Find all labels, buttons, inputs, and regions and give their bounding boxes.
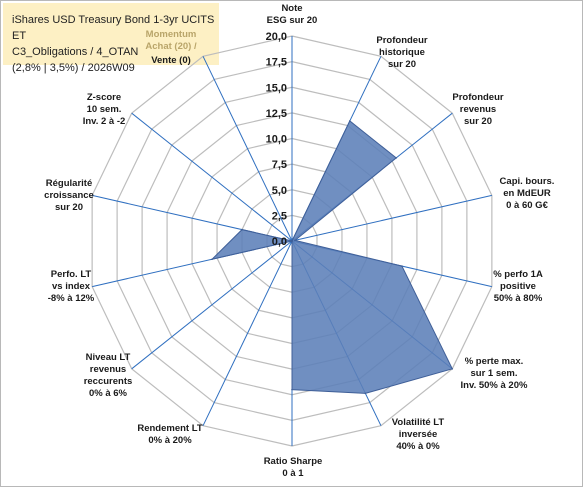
radial-tick-label: 20,0	[266, 31, 287, 43]
chart-title-box: iShares USD Treasury Bond 1-3yr UCITS ET…	[3, 3, 219, 74]
axis-spoke	[202, 56, 293, 242]
radial-tick-label: 10,0	[266, 134, 287, 146]
axis-label: Profondeur revenus sur 20	[452, 92, 503, 127]
radial-tick-label: 2,5	[272, 210, 287, 222]
axis-label: % perte max. sur 1 sem. Inv. 50% à 20%	[461, 356, 528, 391]
axis-label: Ratio Sharpe 0 à 1	[264, 456, 323, 479]
data-point	[291, 388, 293, 391]
axis-label: Capi. bours. en MdEUR 0 à 60 G€	[500, 176, 555, 211]
data-point	[211, 258, 213, 261]
radial-tick-label: 12,5	[266, 108, 287, 120]
radial-tick-label: 7,5	[272, 159, 287, 171]
axis-label: Perfo. LT vs index -8% à 12%	[48, 269, 95, 304]
data-series-area	[210, 120, 453, 394]
axis-label: Volatilité LT inversée 40% à 0%	[392, 417, 445, 452]
axis-label: % perfo 1A positive 50% à 80%	[493, 269, 543, 304]
axis-label: Rendement LT 0% à 20%	[137, 423, 202, 446]
axis-label: Vente (0)	[151, 55, 191, 66]
axis-label: Z-score 10 sem. Inv. 2 à -2	[83, 92, 126, 127]
data-point	[451, 368, 454, 370]
data-point	[291, 240, 293, 242]
radial-tick-label: 5,0	[272, 185, 287, 197]
axis-label: Momentum Achat (20) /	[145, 29, 197, 52]
axis-spoke	[131, 240, 293, 370]
data-point	[349, 120, 351, 122]
axis-label: Niveau LT revenus reccurents 0% à 6%	[84, 352, 133, 399]
axis-spoke	[202, 240, 293, 426]
axis-label: Note ESG sur 20	[267, 3, 318, 26]
axis-label: Régularité croissance sur 20	[44, 178, 94, 213]
radial-tick-label: 0,0	[272, 236, 287, 248]
chart-title: iShares USD Treasury Bond 1-3yr UCITS ET…	[12, 14, 215, 74]
data-point	[395, 157, 397, 159]
axis-label: Profondeur historique sur 20	[376, 35, 427, 70]
axis-spoke	[291, 194, 492, 242]
data-point	[364, 392, 367, 395]
data-point	[294, 239, 296, 242]
data-point	[401, 265, 403, 267]
data-point	[241, 228, 243, 231]
radial-tick-label: 15,0	[266, 82, 287, 94]
axis-spoke	[131, 112, 293, 242]
radial-tick-label: 17,5	[266, 57, 287, 69]
